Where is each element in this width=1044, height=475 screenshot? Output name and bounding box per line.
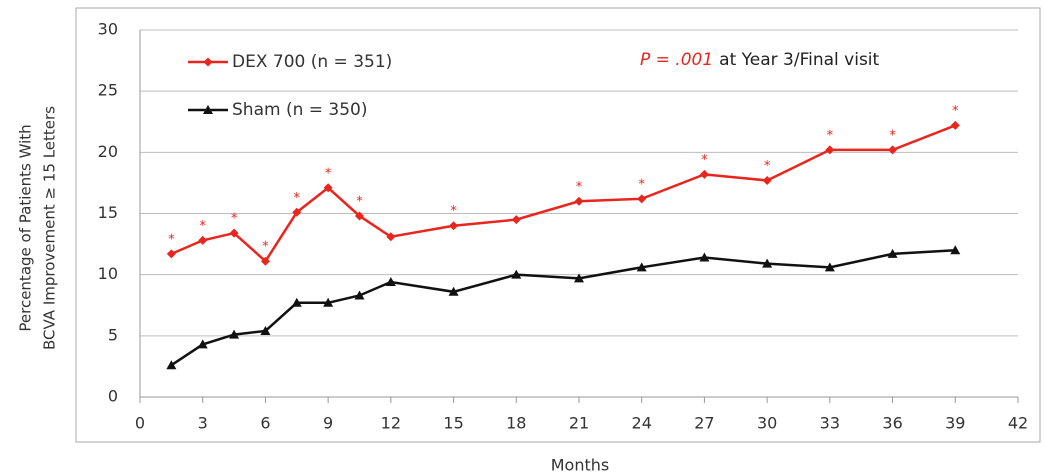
marker	[574, 273, 584, 283]
marker	[354, 290, 365, 300]
y-tick-label: 15	[98, 203, 118, 222]
marker	[291, 297, 302, 307]
significance-marker: *	[294, 191, 301, 206]
marker	[198, 235, 208, 245]
significance-marker: *	[450, 204, 457, 219]
marker	[203, 105, 213, 114]
annotation-part: P = .001	[640, 50, 713, 70]
x-tick-label: 6	[260, 414, 270, 433]
marker	[762, 258, 773, 268]
marker	[229, 329, 240, 339]
y-tick-label: 5	[108, 325, 118, 344]
marker	[511, 215, 521, 225]
y-tick-label: 10	[98, 264, 118, 283]
significance-marker: *	[827, 128, 834, 143]
marker	[166, 360, 177, 370]
marker	[762, 175, 772, 185]
x-axis-label: Months	[551, 456, 609, 475]
marker	[825, 145, 835, 155]
significance-marker: *	[576, 180, 583, 195]
significance-marker: *	[764, 159, 771, 174]
marker	[824, 262, 835, 272]
marker	[260, 325, 271, 335]
marker	[355, 211, 364, 221]
x-tick-label: 15	[443, 414, 463, 433]
significance-marker: *	[356, 194, 363, 209]
x-tick-label: 9	[323, 414, 333, 433]
marker	[950, 245, 961, 255]
marker	[888, 145, 898, 155]
marker	[574, 196, 584, 206]
marker	[637, 194, 647, 204]
marker	[323, 183, 333, 193]
marker	[636, 262, 647, 272]
annotation-part: at Year 3/Final visit	[719, 50, 879, 70]
significance-marker: *	[952, 104, 959, 119]
marker	[386, 232, 396, 242]
series-line	[170, 124, 956, 264]
legend-label: DEX 700 (n = 351)	[232, 52, 392, 72]
marker	[448, 286, 459, 296]
x-tick-label: 27	[694, 414, 714, 433]
significance-marker: *	[325, 166, 332, 181]
marker	[323, 297, 334, 307]
annotation: P = .001 at Year 3/Final visit	[640, 50, 880, 70]
chart-frame	[75, 7, 1041, 443]
marker	[385, 277, 396, 287]
x-tick-label: 36	[882, 414, 902, 433]
x-tick-label: 21	[569, 414, 589, 433]
y-tick-label: 0	[108, 387, 118, 406]
significance-marker: *	[701, 153, 708, 168]
y-tick-label: 30	[98, 20, 118, 39]
significance-marker: *	[889, 128, 896, 143]
y-tick-label: 20	[98, 142, 118, 161]
series-line	[170, 248, 956, 367]
x-tick-label: 33	[820, 414, 840, 433]
marker	[166, 249, 176, 259]
marker	[887, 248, 898, 258]
x-tick-label: 24	[632, 414, 652, 433]
x-tick-label: 39	[945, 414, 965, 433]
x-tick-label: 3	[198, 414, 208, 433]
marker	[699, 252, 710, 262]
y-axis-label: Percentage of Patients With	[17, 124, 35, 331]
x-tick-label: 0	[135, 414, 145, 433]
marker	[950, 120, 960, 130]
marker	[449, 221, 459, 231]
significance-marker: *	[231, 212, 238, 227]
marker	[197, 339, 208, 349]
marker	[292, 207, 302, 217]
significance-marker: *	[262, 240, 269, 255]
marker	[203, 57, 213, 67]
significance-marker: *	[638, 177, 645, 192]
x-tick-label: 18	[506, 414, 526, 433]
x-tick-label: 42	[1008, 414, 1028, 433]
y-axis-label: BCVA Improvement ≥ 15 Letters	[41, 106, 59, 350]
significance-marker: *	[168, 232, 175, 247]
x-tick-label: 12	[381, 414, 401, 433]
y-tick-label: 25	[98, 81, 118, 100]
x-tick-label: 30	[757, 414, 777, 433]
marker	[699, 169, 709, 179]
marker	[229, 228, 239, 238]
legend-label: Sham (n = 350)	[232, 100, 368, 120]
marker	[260, 256, 270, 266]
significance-marker: *	[199, 219, 206, 234]
marker	[511, 269, 522, 279]
